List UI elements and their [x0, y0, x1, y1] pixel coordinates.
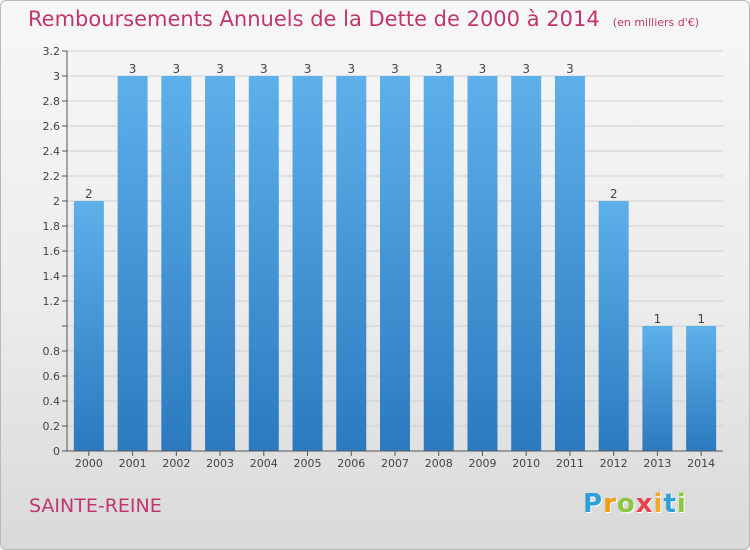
- bar-2012: [598, 201, 629, 451]
- x-tick-label: 2012: [600, 457, 628, 470]
- bar-2007: [380, 76, 410, 451]
- chart-title: Remboursements Annuels de la Dette de 20…: [28, 7, 699, 31]
- bar-2008: [423, 76, 454, 451]
- proxiti-logo: Proxiti: [583, 489, 687, 519]
- y-tick-label: 0.4: [43, 395, 61, 408]
- bar-value-label: 1: [697, 312, 705, 326]
- bar-2013: [642, 326, 673, 451]
- x-tick-label: 2003: [206, 457, 234, 470]
- bar-2011: [554, 76, 585, 451]
- x-tick-label: 2001: [119, 457, 147, 470]
- logo-letter: P: [583, 489, 604, 519]
- x-tick-label: 2011: [556, 457, 584, 470]
- bar-2014: [686, 326, 717, 451]
- bar-2009: [467, 76, 498, 451]
- y-tick-label: 2.8: [43, 95, 61, 108]
- bar-value-label: 3: [522, 62, 530, 76]
- bar-2001: [117, 76, 148, 451]
- bar-2002: [161, 76, 192, 451]
- logo-letter: o: [616, 489, 636, 519]
- y-tick-label: 2.6: [43, 120, 61, 133]
- y-tick-label: 0.8: [43, 345, 61, 358]
- y-tick-label: 3: [53, 70, 60, 83]
- bar-2005: [292, 76, 323, 451]
- y-tick-label: 0.2: [43, 420, 61, 433]
- bar-2004: [248, 76, 279, 451]
- axes: 0 0.2 0.4 0.6 0.8 1.2 1.4 1.6 1.8 2 2.2 2.4 2.6 2.8 3 3…: [43, 45, 723, 470]
- bar-2010: [511, 76, 542, 451]
- bar-value-label: 3: [304, 62, 312, 76]
- bar-value-label: 3: [129, 62, 137, 76]
- logo-letter: i: [676, 489, 687, 519]
- bar-value-label: 1: [654, 312, 662, 326]
- logo-letter: x: [635, 489, 654, 519]
- x-tick-label: 2006: [337, 457, 365, 470]
- chart-unit-note: (en milliers d'€): [612, 16, 700, 29]
- x-tick-label: 2010: [512, 457, 540, 470]
- y-tick-label: 0: [53, 445, 60, 458]
- bar-value-label: 3: [173, 62, 181, 76]
- logo-letter: r: [603, 489, 617, 519]
- y-tick-label: 1.8: [43, 220, 61, 233]
- bar-value-label: 3: [216, 62, 224, 76]
- bar-value-label: 3: [479, 62, 487, 76]
- chart-title-main: Remboursements Annuels de la Dette de 20…: [28, 7, 600, 31]
- x-tick-label: 2009: [468, 457, 496, 470]
- y-tick-label: 1.4: [43, 270, 61, 283]
- x-tick-label: 2005: [294, 457, 322, 470]
- x-tick-label: 2007: [381, 457, 409, 470]
- bar-value-label: 3: [347, 62, 355, 76]
- bars: [73, 76, 717, 451]
- commune-name: SAINTE-REINE: [29, 495, 162, 517]
- x-tick-label: 2014: [687, 457, 715, 470]
- y-tick-label: 2.4: [43, 145, 61, 158]
- bar-value-label: 3: [391, 62, 399, 76]
- y-tick-label: 2: [53, 195, 60, 208]
- logo-letter: t: [663, 489, 677, 519]
- data-labels: 2 3 3 3 3 3 3 3 3 3 3 3 2 1 1: [85, 62, 705, 326]
- y-tick-label: 0.6: [43, 370, 61, 383]
- x-tick-label: 2013: [643, 457, 671, 470]
- y-tick-label: 3.2: [43, 45, 61, 58]
- x-tick-label: 2008: [425, 457, 453, 470]
- x-tick-label: 2000: [75, 457, 103, 470]
- x-tick-label: 2002: [162, 457, 190, 470]
- bar-value-label: 3: [566, 62, 574, 76]
- bar-2003: [205, 76, 236, 451]
- bar-value-label: 3: [435, 62, 443, 76]
- bar-value-label: 2: [610, 187, 618, 201]
- y-tick-label: 1.6: [43, 245, 61, 258]
- x-tick-label: 2004: [250, 457, 278, 470]
- bar-value-label: 3: [260, 62, 268, 76]
- y-tick-label: 1.2: [43, 295, 61, 308]
- bar-2006: [336, 76, 367, 451]
- bar-value-label: 2: [85, 187, 93, 201]
- bar-2000: [73, 201, 104, 451]
- y-tick-label: 2.2: [43, 170, 61, 183]
- logo-letter: i: [653, 489, 664, 519]
